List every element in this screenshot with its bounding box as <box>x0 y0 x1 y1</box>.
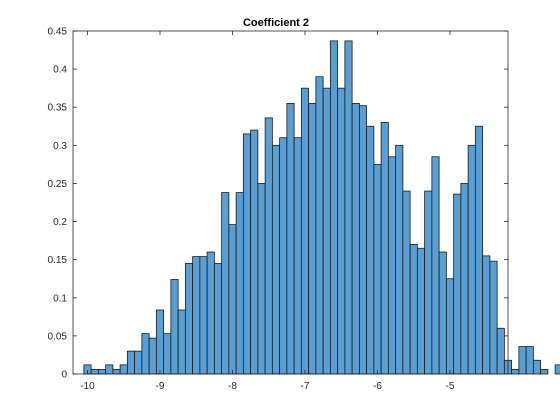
histogram-bar <box>467 144 476 375</box>
histogram-bar <box>184 263 194 375</box>
histogram-bar <box>97 369 107 375</box>
histogram-bar <box>213 263 223 375</box>
histogram-bar <box>155 309 165 375</box>
histogram-bar <box>293 137 302 375</box>
histogram-bar <box>177 309 186 375</box>
histogram-bar <box>337 87 346 375</box>
histogram-bar <box>286 103 295 375</box>
histogram-bar <box>416 247 426 375</box>
histogram-bar <box>366 125 375 375</box>
histogram-bar <box>387 156 397 375</box>
histogram-bar <box>532 359 542 375</box>
histogram-bar <box>228 224 237 375</box>
histogram-bar <box>322 87 331 375</box>
histogram-bar <box>242 133 252 375</box>
x-tick-label: -9 <box>156 381 165 392</box>
histogram-bar <box>119 364 128 375</box>
y-tick-label: 0.45 <box>48 27 68 38</box>
histogram-bar <box>482 255 491 375</box>
chart-title: Coefficient 2 <box>243 17 309 29</box>
histogram-bar <box>496 327 505 375</box>
histogram-bar <box>358 105 368 375</box>
histogram-bar <box>402 190 411 375</box>
histogram-bar <box>134 350 143 375</box>
histogram-bar <box>344 40 353 375</box>
axes-box <box>72 30 509 375</box>
histogram-bar <box>279 137 288 375</box>
histogram-bar <box>206 251 215 375</box>
x-tick-label: -7 <box>301 381 310 392</box>
histogram-bar <box>395 144 404 375</box>
x-tick-label: -10 <box>80 381 95 392</box>
histogram-bar <box>308 103 317 375</box>
histogram-bar <box>431 156 440 375</box>
histogram-bar <box>105 364 114 375</box>
y-tick-label: 0.2 <box>53 217 67 228</box>
histogram-bar <box>351 103 360 375</box>
axes-group: -10 -9 -8 -7 -6 -5 0 0.05 0.1 0.15 0.2 0.25 0.3 0.35 0… <box>48 27 509 392</box>
histogram-bar <box>170 279 179 375</box>
histogram-bar <box>540 369 549 375</box>
y-tick-label: 0.25 <box>48 179 68 190</box>
histogram-bar <box>329 40 339 375</box>
histogram-bar <box>264 117 273 375</box>
histogram-bar <box>409 244 418 375</box>
histogram-bar <box>148 337 157 375</box>
y-tick-label: 0.3 <box>53 141 67 152</box>
histogram-bar <box>250 129 259 375</box>
histogram-bar <box>445 278 455 375</box>
histogram-bar <box>518 346 527 375</box>
y-tick-label: 0.1 <box>53 293 67 304</box>
histogram-bar <box>271 144 281 375</box>
histogram-bar <box>474 125 484 375</box>
x-tick-label: -8 <box>228 381 237 392</box>
histogram-bar <box>453 193 462 375</box>
x-tick-label: -6 <box>373 381 382 392</box>
y-tick-label: 0.15 <box>48 255 68 266</box>
x-tick-label: -5 <box>446 381 455 392</box>
histogram-bar <box>192 256 201 375</box>
histogram-bar <box>199 256 208 375</box>
histogram-bar <box>438 251 447 375</box>
histogram-bar <box>126 350 136 375</box>
histogram-bar <box>112 369 121 375</box>
histogram-bar <box>90 369 99 375</box>
y-tick-label: 0.4 <box>53 65 67 76</box>
histogram-bar <box>554 364 560 375</box>
histogram-bar <box>373 163 382 375</box>
y-tick-label: 0.05 <box>48 331 68 342</box>
histogram-bar <box>315 76 324 375</box>
histogram-bar <box>257 183 266 375</box>
histogram-bar <box>460 183 469 375</box>
histogram-bar <box>525 346 534 375</box>
histogram-bar <box>141 333 150 375</box>
y-tick-label: 0 <box>61 370 67 381</box>
histogram-bar <box>424 190 433 375</box>
histogram-bar <box>163 333 172 375</box>
y-tick-label: 0.35 <box>48 103 68 114</box>
histogram-bar <box>300 87 310 375</box>
histogram-bar <box>380 122 389 375</box>
histogram-bar <box>489 260 498 375</box>
histogram-bar <box>221 192 230 375</box>
histogram-bar <box>235 192 244 375</box>
histogram-bar <box>511 369 520 375</box>
